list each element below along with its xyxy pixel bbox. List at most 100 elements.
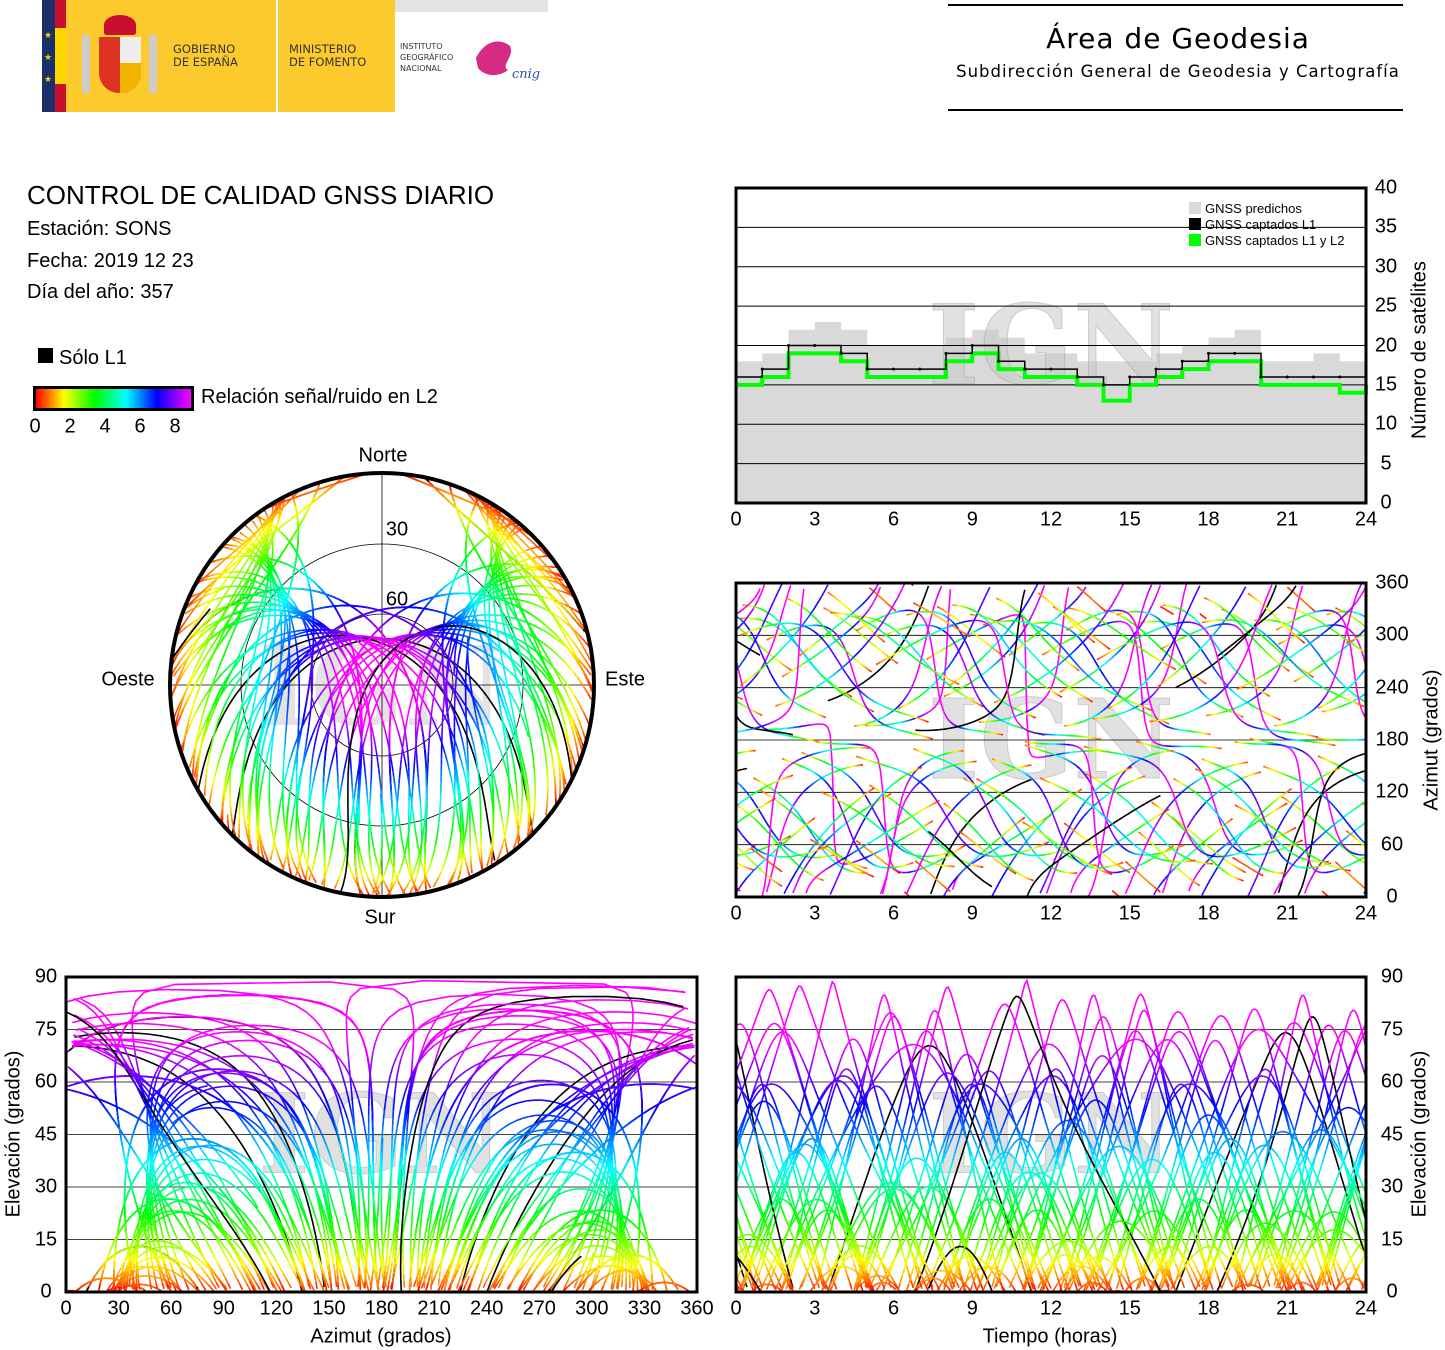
satellite-track [851, 816, 855, 820]
satellite-track [1288, 801, 1293, 804]
satellite-track [1070, 637, 1074, 640]
satellite-track [871, 862, 875, 866]
satellite-track [868, 784, 873, 787]
satellite-track [779, 687, 783, 692]
satellite-track [1271, 801, 1275, 805]
satellite-track [1181, 855, 1185, 858]
satellite-track [1035, 629, 1039, 633]
satellite-track [1024, 617, 1028, 621]
satellite-track [1015, 821, 1019, 825]
satellite-track [1101, 623, 1104, 626]
satellite-track [788, 848, 792, 852]
satellite-track [1350, 771, 1354, 774]
satellite-track [960, 656, 965, 663]
satellite-track [1043, 638, 1048, 643]
satellite-track [1361, 698, 1365, 702]
satellite-track [1227, 848, 1232, 852]
satellite-track [991, 856, 995, 860]
satellite-track [809, 656, 814, 660]
satellite-track [740, 751, 743, 754]
satellite-track [1326, 613, 1330, 616]
satellite-track [1171, 727, 1174, 730]
satellite-track [984, 850, 989, 854]
satellite-track [744, 623, 748, 627]
satellite-track [1019, 809, 1024, 813]
satellite-track [1113, 842, 1118, 846]
satellite-track [939, 754, 942, 757]
satellite-track [742, 865, 746, 868]
satellite-track [1008, 629, 1013, 634]
satellite-track [1210, 858, 1214, 863]
satellite-track [980, 795, 984, 801]
satellite-track [774, 835, 779, 840]
satellite-track [1227, 873, 1231, 876]
satellite-track [750, 870, 755, 874]
satellite-track [840, 645, 844, 649]
satellite-track [757, 852, 761, 856]
satellite-track [1280, 625, 1284, 629]
satellite-track [1361, 860, 1365, 864]
satellite-track [1120, 770, 1124, 773]
satellite-track [879, 661, 888, 670]
satellite-track [1328, 708, 1332, 712]
satellite-track [847, 687, 855, 693]
satellite-track [823, 775, 827, 778]
satellite-track [816, 639, 820, 643]
satellite-track [1006, 703, 1010, 707]
satellite-track [1002, 832, 1006, 836]
satellite-track [827, 697, 835, 702]
satellite-track [763, 802, 768, 806]
satellite-track [1072, 723, 1076, 726]
satellite-track [1148, 819, 1153, 822]
satellite-track [978, 605, 982, 611]
satellite-track [1057, 869, 1061, 872]
satellite-track [1266, 846, 1271, 852]
l1-point [1102, 383, 1105, 387]
satellite-track [1282, 856, 1286, 861]
satellite-track [1138, 776, 1141, 780]
satellite-track [1242, 800, 1247, 805]
satellite-track [1172, 866, 1177, 870]
satellite-track [1242, 677, 1247, 681]
satellite-track [1039, 749, 1043, 752]
l1-point [1180, 359, 1184, 363]
satellite-track [836, 852, 840, 856]
satellite-track [1199, 866, 1203, 871]
satellite-track [1076, 595, 1081, 600]
satellite-track [748, 611, 752, 616]
satellite-track [1271, 644, 1275, 648]
satellite-track [873, 810, 877, 816]
satellite-track [779, 802, 783, 806]
satellite-track [875, 788, 879, 792]
satellite-track [1026, 837, 1030, 842]
satellite-track [1155, 854, 1159, 858]
satellite-track [761, 803, 765, 807]
satellite-track [1304, 787, 1308, 792]
satellite-track [1291, 843, 1295, 846]
satellite-track [1002, 718, 1006, 721]
satellite-track [1203, 653, 1207, 658]
satellite-track [814, 772, 818, 775]
satellite-track [984, 669, 989, 673]
satellite-track [1308, 815, 1312, 819]
satellite-track [875, 583, 879, 589]
satellite-track [1236, 836, 1240, 841]
satellite-track [1348, 863, 1352, 867]
satellite-track [757, 779, 761, 783]
satellite-track [1194, 882, 1199, 885]
satellite-track [1212, 601, 1216, 604]
date-label: Fecha: 2019 12 23 [27, 250, 194, 273]
satellite-track [742, 787, 746, 791]
satellite-track [1188, 613, 1192, 617]
satellite-track [1332, 768, 1336, 772]
satellite-track [1194, 651, 1199, 655]
satellite-track [1225, 610, 1229, 614]
satellite-track [1000, 761, 1004, 764]
satellite-track [1358, 841, 1363, 845]
satellite-track [1216, 704, 1220, 707]
satellite-track [849, 653, 853, 657]
satellite-track [973, 632, 978, 636]
satellite-track [803, 824, 807, 828]
satellite-track [875, 851, 879, 854]
satellite-track [1361, 622, 1365, 626]
